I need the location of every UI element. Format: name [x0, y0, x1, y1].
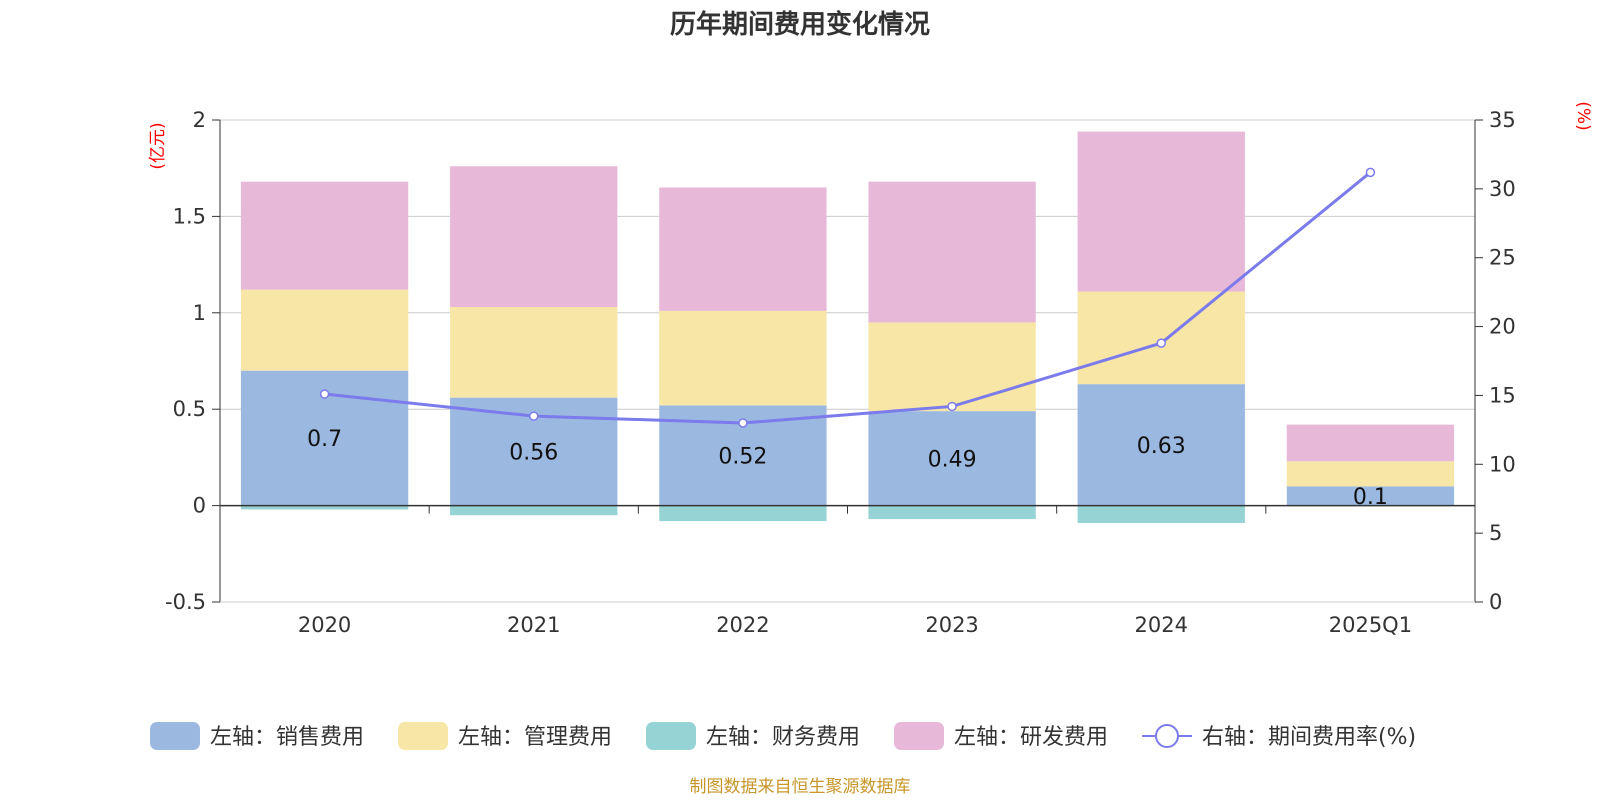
left-tick-label: 2 — [193, 108, 206, 132]
right-tick-label: 5 — [1489, 521, 1502, 545]
bar-2024-s0 — [1077, 384, 1245, 506]
legend-label-3: 左轴：研发费用 — [954, 725, 1108, 750]
bar-2025Q1-s1 — [1286, 461, 1455, 487]
bar-2020-s2 — [240, 505, 409, 510]
legend-label-0: 左轴：销售费用 — [210, 725, 364, 750]
rate-point-2022 — [738, 418, 748, 428]
category-label: 2020 — [298, 613, 351, 637]
axes — [212, 119, 1483, 603]
right-tick-label: 20 — [1489, 315, 1516, 339]
category-label: 2024 — [1135, 613, 1188, 637]
category-label: 2021 — [507, 613, 560, 637]
sales-value-label: 0.1 — [1353, 485, 1388, 510]
right-axis-unit: (%) — [1573, 101, 1593, 130]
left-tick-label: 1.5 — [173, 204, 206, 228]
bar-2021-s2 — [450, 505, 618, 516]
bars — [240, 131, 1455, 523]
category-label: 2023 — [925, 613, 978, 637]
left-tick-label: 0 — [193, 494, 206, 518]
legend-swatch-0 — [150, 722, 200, 750]
bar-2022-s1 — [659, 310, 827, 406]
category-label: 2025Q1 — [1329, 613, 1412, 637]
bar-2022-s3 — [659, 187, 827, 311]
tick-labels: 2 1.5 1 0.5 0 -0.5 35 30 25 20 15 10 5 0 2020 2021 2022 2… — [165, 108, 1516, 637]
sales-value-label: 0.49 — [928, 447, 977, 472]
rate-point-2025Q1 — [1365, 167, 1376, 178]
rate-line-path — [324, 171, 1372, 425]
bar-2023-s3 — [868, 181, 1036, 323]
legend-label-4: 右轴：期间费用率(%) — [1202, 725, 1416, 750]
left-axis-unit: (亿元) — [148, 122, 168, 169]
right-tick-label: 30 — [1489, 177, 1516, 201]
sales-value-label: 0.56 — [509, 441, 558, 466]
legend-swatch-1 — [398, 722, 448, 750]
right-tick-label: 15 — [1489, 383, 1516, 407]
right-tick-label: 0 — [1489, 590, 1502, 614]
right-tick-label: 10 — [1489, 452, 1516, 476]
bar-2023-s1 — [868, 322, 1036, 412]
data-source: 制图数据来自恒生聚源数据库 — [690, 777, 911, 797]
bar-2020-s1 — [240, 289, 409, 371]
legend-label-2: 左轴：财务费用 — [706, 725, 860, 750]
bar-2020-s3 — [240, 181, 409, 290]
bar-2024-s1 — [1077, 291, 1245, 385]
legend-line-marker — [1155, 724, 1179, 748]
bar-2022-s2 — [659, 505, 827, 522]
sales-value-label: 0.63 — [1137, 434, 1186, 459]
legend-swatch-3 — [894, 722, 944, 750]
right-tick-label: 25 — [1489, 246, 1516, 270]
bar-2024-s2 — [1077, 505, 1245, 523]
legend-label-1: 左轴：管理费用 — [458, 725, 612, 750]
bar-2021-s3 — [450, 166, 618, 308]
chart-title: 历年期间费用变化情况 — [670, 9, 930, 40]
rate-point-2021 — [529, 411, 539, 421]
bar-2021-s1 — [450, 307, 618, 398]
bar-2024-s3 — [1077, 131, 1245, 292]
rate-line — [319, 167, 1376, 428]
data-labels: 0.7 0.56 0.52 0.49 0.63 0.1 — [307, 427, 1388, 510]
left-tick-label: 1 — [193, 301, 206, 325]
bar-2025Q1-s0 — [1286, 486, 1455, 506]
legend-swatch-2 — [646, 722, 696, 750]
legend: 左轴：销售费用 左轴：管理费用 左轴：财务费用 左轴：研发费用 右轴：期间费用率(%) — [150, 722, 1416, 750]
bar-2023-s2 — [868, 505, 1036, 520]
sales-value-label: 0.7 — [307, 427, 342, 452]
bar-2025Q1-s3 — [1286, 424, 1455, 462]
rate-point-2023 — [947, 401, 957, 412]
left-tick-label: -0.5 — [165, 590, 206, 614]
left-tick-label: 0.5 — [173, 397, 206, 421]
rate-point-2020 — [319, 389, 330, 399]
right-tick-label: 35 — [1489, 108, 1516, 132]
bar-2023-s0 — [868, 411, 1036, 506]
rate-point-2024 — [1156, 338, 1166, 348]
category-label: 2022 — [716, 613, 769, 637]
sales-value-label: 0.52 — [718, 444, 767, 469]
